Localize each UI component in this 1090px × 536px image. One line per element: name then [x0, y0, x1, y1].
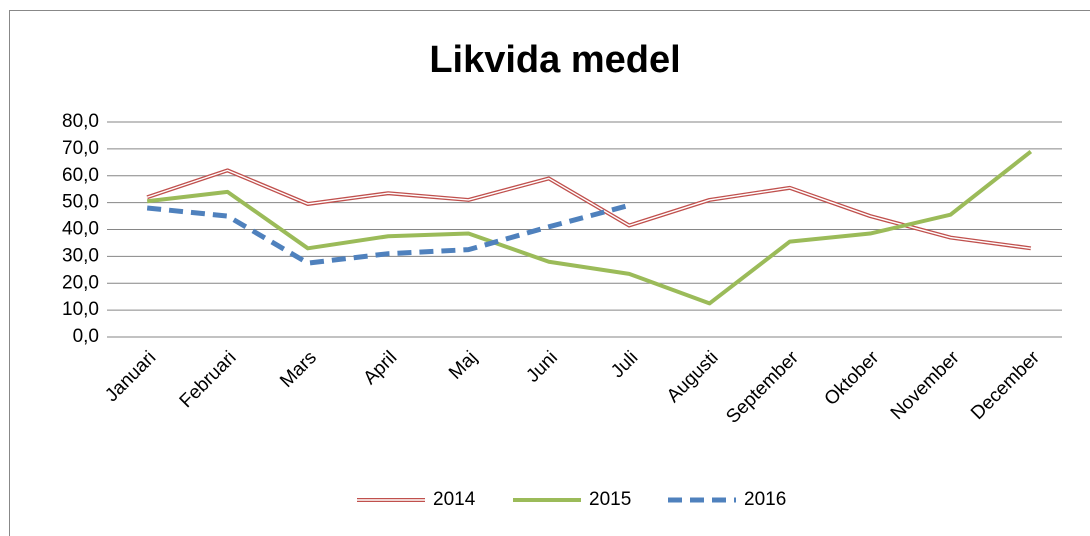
chart-border [9, 10, 1090, 536]
y-tick-label: 0,0 [73, 326, 99, 347]
y-tick-label: 30,0 [62, 245, 99, 266]
y-tick-label: 20,0 [62, 272, 99, 293]
y-tick-label: 50,0 [62, 192, 99, 213]
y-tick-label: 10,0 [62, 299, 99, 320]
series-line [146, 149, 1033, 306]
y-tick-label: 40,0 [62, 219, 99, 240]
legend-label: 2015 [589, 489, 631, 510]
legend-label: 2016 [744, 489, 786, 510]
chart-title: Likvida medel [429, 39, 680, 81]
y-tick-label: 60,0 [62, 165, 99, 186]
y-tick-label: 80,0 [62, 111, 99, 132]
series-line-inner [146, 169, 1031, 250]
series-line [146, 202, 630, 266]
legend-label: 2014 [433, 489, 476, 510]
y-tick-label: 70,0 [62, 138, 99, 159]
